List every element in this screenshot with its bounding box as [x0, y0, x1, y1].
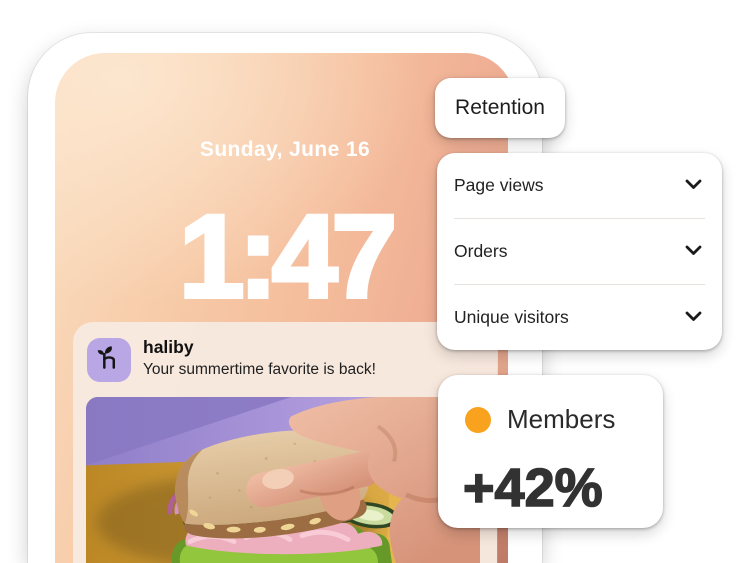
- sprout-icon: [96, 344, 123, 376]
- dropdown-page-views[interactable]: Page views: [437, 153, 722, 218]
- notification-app-name: haliby: [143, 337, 194, 357]
- notification-message: Your summertime favorite is back!: [143, 361, 376, 378]
- legend-dot-icon: [465, 406, 491, 433]
- metrics-dropdown-card: Page views Orders Unique visitors: [437, 153, 722, 350]
- members-legend-row: Members: [465, 404, 663, 435]
- dropdown-orders[interactable]: Orders: [437, 219, 722, 284]
- retention-chip[interactable]: Retention: [435, 78, 565, 138]
- sandwich-photo-image: [86, 397, 480, 563]
- members-label: Members: [507, 404, 616, 434]
- dropdown-label: Unique visitors: [454, 307, 569, 327]
- haliby-app-icon: [87, 338, 131, 382]
- lock-screen-date: Sunday, June 16: [199, 138, 371, 161]
- chevron-down-icon: [685, 177, 702, 195]
- divider: [454, 284, 705, 285]
- dropdown-label: Orders: [454, 241, 508, 261]
- lock-screen-time: 1:47: [177, 189, 399, 325]
- members-value: +42%: [462, 458, 603, 518]
- chevron-down-icon: [685, 243, 702, 261]
- retention-label: Retention: [455, 96, 545, 119]
- notification-card[interactable]: haliby Your summertime favorite is back!: [73, 322, 498, 563]
- chevron-down-icon: [685, 309, 702, 327]
- members-stat-card: Members +42%: [438, 375, 663, 528]
- dropdown-label: Page views: [454, 175, 544, 195]
- divider: [454, 218, 705, 219]
- dropdown-unique-visitors[interactable]: Unique visitors: [437, 285, 722, 350]
